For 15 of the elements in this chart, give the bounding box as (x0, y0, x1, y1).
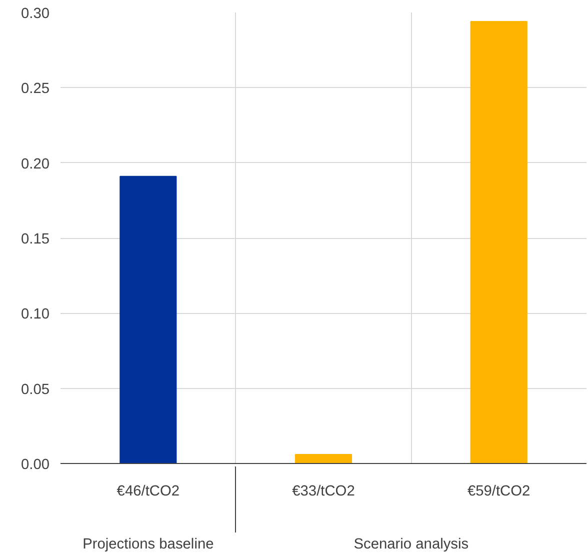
y-tick-label: 0.20 (20, 156, 50, 172)
x-tick-label: €59/tCO2 (467, 484, 530, 500)
y-tick-label: 0.15 (20, 232, 50, 248)
y-tick-label: 0.25 (20, 81, 50, 98)
y-tick-label: 0.05 (20, 382, 50, 398)
y-tick-label: 0.10 (20, 306, 50, 323)
text: Projections baseline (82, 536, 214, 552)
x-tick-label: €33/tCO2 (292, 484, 355, 500)
text: Scenario analysis (354, 536, 469, 552)
y-tick-label: 0.30 (20, 6, 50, 22)
y-tick-label: 0.00 (20, 457, 50, 473)
bar (294, 454, 352, 464)
bar (470, 21, 528, 464)
x-tick-label: €46/tCO2 (116, 484, 180, 500)
bar (120, 176, 177, 464)
